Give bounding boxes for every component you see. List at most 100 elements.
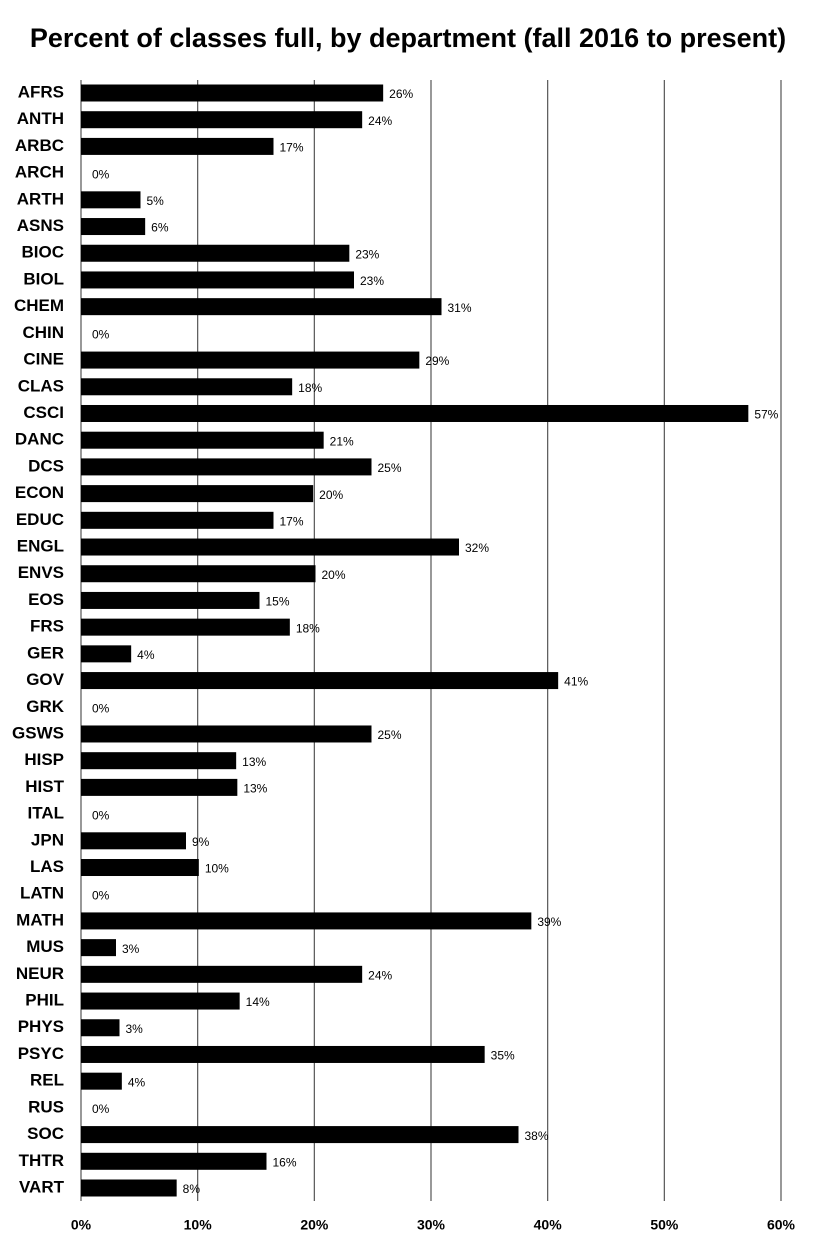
bar xyxy=(81,672,559,690)
value-label: 4% xyxy=(128,1075,146,1089)
category-label: ANTH xyxy=(17,109,64,128)
value-label: 29% xyxy=(425,354,449,368)
bar xyxy=(81,84,384,102)
bar xyxy=(81,992,240,1010)
category-label: GRK xyxy=(26,697,65,716)
category-label: HIST xyxy=(25,777,64,796)
category-label: MUS xyxy=(26,937,64,956)
value-label: 38% xyxy=(525,1129,549,1143)
value-label: 39% xyxy=(537,915,561,929)
category-label: CLAS xyxy=(18,376,64,395)
category-label: ITAL xyxy=(27,804,64,823)
value-label: 23% xyxy=(355,247,379,261)
bar xyxy=(81,191,141,209)
category-label: JPN xyxy=(31,830,64,849)
bar xyxy=(81,645,132,663)
category-label: RUS xyxy=(28,1097,64,1116)
bar xyxy=(81,565,316,583)
value-label: 24% xyxy=(368,114,392,128)
bar xyxy=(81,511,274,529)
x-tick-label: 10% xyxy=(184,1217,213,1233)
bar xyxy=(81,859,199,877)
bar xyxy=(81,778,238,796)
x-tick-label: 0% xyxy=(71,1217,92,1233)
value-label: 17% xyxy=(280,141,304,155)
chart-title: Percent of classes full, by department (… xyxy=(30,23,786,53)
value-label: 18% xyxy=(296,621,320,635)
value-label: 31% xyxy=(448,301,472,315)
value-label: 0% xyxy=(92,701,110,715)
value-label: 24% xyxy=(368,969,392,983)
value-label: 8% xyxy=(183,1182,201,1196)
value-label: 0% xyxy=(92,808,110,822)
x-tick-label: 60% xyxy=(767,1217,796,1233)
category-label: LATN xyxy=(20,884,64,903)
bar xyxy=(81,431,324,449)
value-label: 14% xyxy=(246,995,270,1009)
bar xyxy=(81,939,116,957)
category-label: DANC xyxy=(15,430,64,449)
value-label: 20% xyxy=(322,568,346,582)
category-label: CINE xyxy=(23,350,64,369)
value-label: 0% xyxy=(92,328,110,342)
bar xyxy=(81,725,372,743)
value-label: 9% xyxy=(192,835,210,849)
bar xyxy=(81,1072,122,1090)
value-label: 3% xyxy=(126,1022,144,1036)
category-label: FRS xyxy=(30,617,64,636)
value-label: 4% xyxy=(137,648,155,662)
bar xyxy=(81,752,237,770)
value-label: 32% xyxy=(465,541,489,555)
bar xyxy=(81,244,350,262)
category-label: CHIN xyxy=(22,323,64,342)
category-label: ECON xyxy=(15,483,64,502)
value-label: 15% xyxy=(266,595,290,609)
value-label: 57% xyxy=(754,408,778,422)
category-label: LAS xyxy=(30,857,64,876)
bar xyxy=(81,912,532,930)
value-label: 25% xyxy=(378,728,402,742)
value-label: 26% xyxy=(389,87,413,101)
bar xyxy=(81,965,363,983)
bar xyxy=(81,298,442,316)
value-label: 3% xyxy=(122,942,140,956)
bar xyxy=(81,111,363,129)
bar xyxy=(81,378,293,396)
category-label: HISP xyxy=(24,750,64,769)
value-label: 17% xyxy=(280,514,304,528)
x-tick-label: 20% xyxy=(300,1217,329,1233)
category-label: THTR xyxy=(19,1151,64,1170)
value-label: 25% xyxy=(378,461,402,475)
category-label: ARCH xyxy=(15,163,64,182)
value-label: 10% xyxy=(205,862,229,876)
value-label: 13% xyxy=(243,782,267,796)
bar xyxy=(81,538,459,556)
bar xyxy=(81,458,372,476)
category-label: GSWS xyxy=(12,723,64,742)
bar xyxy=(81,404,749,422)
category-label: REL xyxy=(30,1071,64,1090)
bar xyxy=(81,485,314,503)
category-label: GER xyxy=(27,643,64,662)
x-tick-label: 50% xyxy=(650,1217,679,1233)
category-label: PHIL xyxy=(25,991,64,1010)
x-tick-label: 40% xyxy=(534,1217,563,1233)
bar xyxy=(81,832,186,850)
category-label: CSCI xyxy=(23,403,64,422)
category-label: NEUR xyxy=(16,964,64,983)
category-label: BIOC xyxy=(22,243,65,262)
category-label: GOV xyxy=(26,670,64,689)
bar xyxy=(81,218,146,236)
category-label: DCS xyxy=(28,456,64,475)
value-label: 35% xyxy=(491,1049,515,1063)
value-label: 13% xyxy=(242,755,266,769)
bar xyxy=(81,591,260,609)
value-label: 6% xyxy=(151,221,169,235)
value-label: 0% xyxy=(92,1102,110,1116)
bar xyxy=(81,351,420,369)
category-label: BIOL xyxy=(23,269,64,288)
value-label: 41% xyxy=(564,675,588,689)
category-label: EDUC xyxy=(16,510,64,529)
bar xyxy=(81,1019,120,1037)
